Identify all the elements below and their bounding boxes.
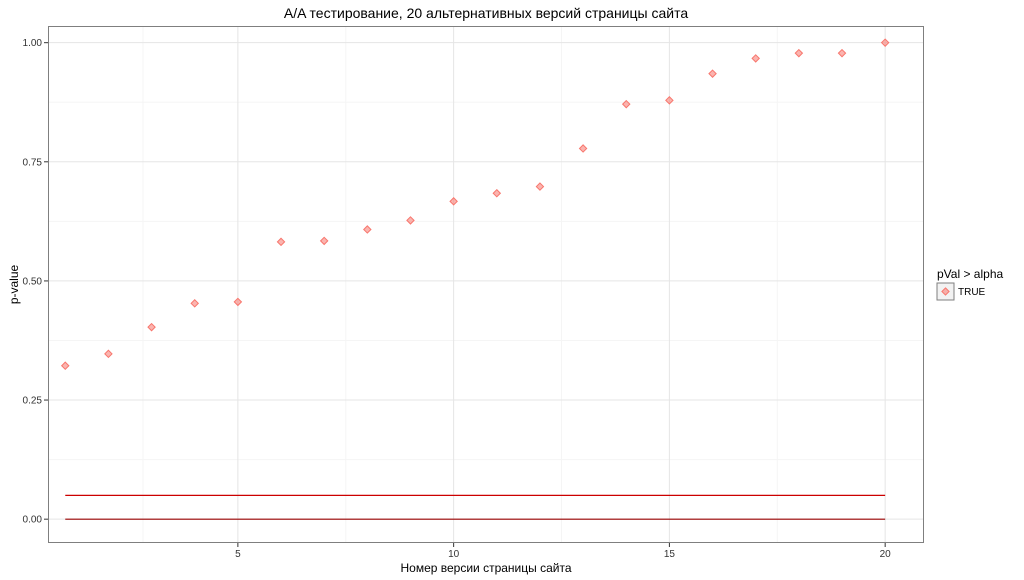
data-point bbox=[880, 38, 890, 47]
chart-title: A/A тестирование, 20 альтернативных верс… bbox=[284, 5, 688, 21]
legend-marker bbox=[941, 287, 950, 296]
data-point bbox=[406, 216, 415, 225]
data-point bbox=[708, 69, 717, 78]
reference-lines bbox=[65, 494, 886, 520]
legend-key-diamond-marker bbox=[941, 287, 950, 296]
legend-title: pVal > alpha bbox=[937, 267, 1003, 281]
y-axis-title: p-value bbox=[7, 264, 21, 304]
data-point bbox=[535, 182, 545, 191]
y-tick-label: 0.00 bbox=[23, 515, 43, 526]
y-tick-label: 0.75 bbox=[23, 157, 43, 168]
data-point bbox=[319, 236, 329, 246]
minor-grid bbox=[48, 26, 924, 543]
x-axis-ticks: 5 10 15 20 bbox=[235, 543, 891, 560]
plot-panel-border bbox=[48, 26, 924, 543]
plot-panel-background bbox=[48, 26, 924, 543]
data-point bbox=[492, 188, 502, 198]
x-tick-label: 20 bbox=[880, 549, 892, 560]
data-point bbox=[363, 225, 372, 234]
legend-label-true: TRUE bbox=[958, 287, 986, 298]
data-point bbox=[621, 99, 631, 109]
data-point bbox=[104, 349, 113, 359]
data-point bbox=[147, 322, 156, 332]
data-point bbox=[578, 144, 588, 153]
data-points bbox=[60, 38, 890, 371]
x-axis-title: Номер версии страницы сайта bbox=[400, 561, 571, 575]
y-tick-label: 0.50 bbox=[23, 276, 43, 287]
x-tick-label: 15 bbox=[664, 549, 676, 560]
y-tick-label: 0.25 bbox=[23, 396, 43, 407]
data-point bbox=[794, 48, 804, 58]
data-point bbox=[751, 54, 761, 63]
data-point bbox=[449, 197, 458, 206]
x-tick-label: 5 bbox=[235, 549, 241, 560]
data-point bbox=[190, 299, 200, 308]
y-axis-ticks: 0.00 0.25 0.50 0.75 1.00 bbox=[23, 38, 48, 526]
data-point bbox=[276, 237, 286, 247]
legend: pVal > alpha TRUE bbox=[936, 267, 1003, 301]
x-tick-label: 10 bbox=[448, 549, 460, 560]
y-tick-label: 1.00 bbox=[23, 38, 43, 49]
data-point bbox=[837, 48, 847, 58]
data-point bbox=[233, 297, 243, 307]
data-point bbox=[60, 361, 70, 371]
data-point bbox=[665, 96, 674, 105]
